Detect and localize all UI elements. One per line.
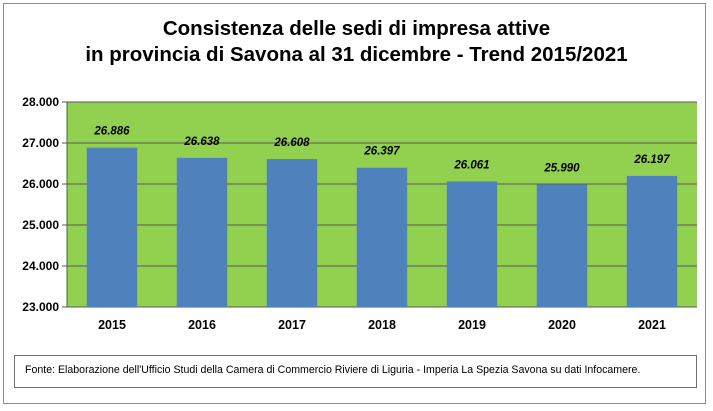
- bar-2017: [266, 159, 318, 307]
- bar-2015: [86, 147, 138, 307]
- y-tick-label: 28.000: [22, 95, 59, 109]
- y-tick-label: 26.000: [22, 177, 59, 191]
- data-label: 26.608: [273, 137, 310, 149]
- bar-2020: [536, 184, 588, 307]
- source-note-box: Fonte: Elaborazione dell'Ufficio Studi d…: [14, 355, 697, 388]
- source-note: Fonte: Elaborazione dell'Ufficio Studi d…: [25, 364, 641, 376]
- bar-2018: [356, 167, 408, 307]
- y-tick-label: 23.000: [22, 300, 59, 314]
- data-label: 26.638: [183, 136, 220, 148]
- x-tick-label: 2015: [98, 318, 126, 332]
- x-tick-label: 2018: [368, 318, 396, 332]
- x-tick-label: 2019: [458, 318, 486, 332]
- chart-title-line-1: Consistenza delle sedi di impresa attive: [162, 17, 551, 40]
- x-tick-label: 2021: [638, 318, 666, 332]
- bar-2016: [176, 157, 228, 307]
- data-label: 26.397: [363, 146, 400, 158]
- x-tick-label: 2017: [278, 318, 306, 332]
- data-label: 26.061: [453, 159, 489, 171]
- x-tick-label: 2020: [548, 318, 576, 332]
- data-label: 26.197: [633, 154, 670, 166]
- bar-chart: 23.000 24.000 25.000 26.000 27.000 28.000 26.8…: [22, 95, 697, 332]
- data-label: 26.886: [93, 126, 130, 138]
- bar-2019: [446, 181, 498, 307]
- y-tick-label: 27.000: [22, 136, 59, 150]
- y-tick-label: 25.000: [22, 218, 59, 232]
- data-label: 25.990: [543, 162, 580, 174]
- bar-2021: [626, 175, 678, 307]
- chart-title-line-2: in provincia di Savona al 31 dicembre - …: [85, 43, 628, 66]
- x-tick-label: 2016: [188, 318, 216, 332]
- y-tick-label: 24.000: [22, 259, 59, 273]
